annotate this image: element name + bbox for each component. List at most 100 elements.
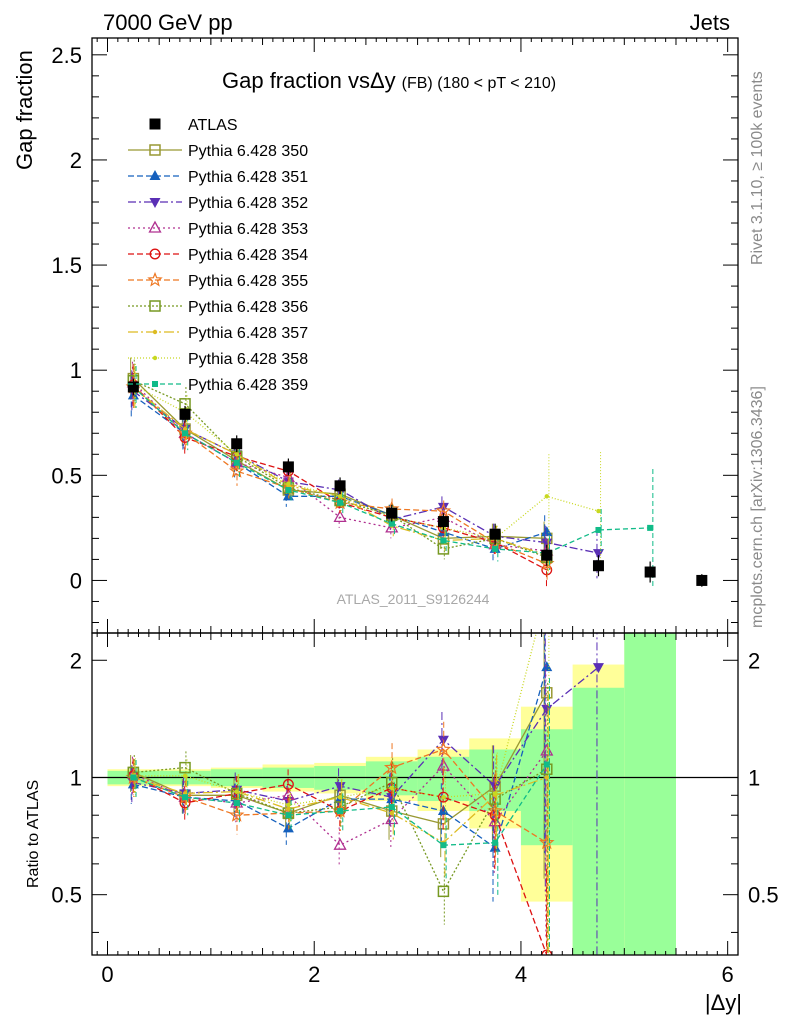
series-line-5: [132, 386, 548, 565]
ratio-point-8-1: [182, 773, 188, 778]
atlas-point-1: [179, 408, 191, 420]
series-point-1-8: [541, 526, 553, 537]
legend-label-3: Pythia 6.428 353: [188, 221, 308, 238]
series-line-8: [132, 384, 599, 540]
axes-layer: 0 2 4 6 0 0.5 1 1.5 2 2.5 0.5 0.5 1 1 2 2: [51, 37, 779, 987]
series-point-9-10: [647, 524, 654, 531]
atlas-reference-layer: [127, 378, 708, 587]
legend-entry-2: Pythia 6.428 352: [128, 195, 308, 212]
series-9: [130, 365, 654, 587]
series-point-3-4: [333, 510, 347, 523]
ratio-point-9-4: [337, 808, 344, 815]
main-y-tick-label: 2.5: [51, 43, 82, 68]
legend-label-7: Pythia 6.428 357: [188, 325, 308, 342]
ratio-point-9-0: [130, 774, 137, 781]
ratio-line-3: [133, 750, 548, 846]
ratio-y-tick-label-right: 2: [748, 648, 760, 673]
ratio-series-9: [130, 678, 550, 951]
ratio-uncertainty-bands: [92, 633, 738, 955]
main-y-tick-label: 0.5: [51, 463, 82, 488]
series-point-3-5: [385, 520, 399, 533]
ratio-line-6: [133, 766, 548, 893]
process-label: Jets: [690, 10, 730, 35]
ratio-point-8-7: [492, 791, 498, 796]
ratio-point-7-5: [389, 810, 394, 816]
series-line-9: [132, 386, 651, 554]
legend-entry-1: Pythia 6.428 351: [128, 169, 308, 186]
legend-marker-7: [152, 329, 158, 335]
ratio-point-9-2: [233, 799, 240, 806]
legend-entry-5: Pythia 6.428 355: [128, 271, 308, 290]
ratio-y-tick-label-left: 0.5: [51, 883, 82, 908]
ratio-plot-frame: [91, 632, 739, 956]
series-line-1: [132, 394, 548, 550]
ratio-point-5-8: [539, 834, 555, 850]
ratio-y-tick-label-left: 2: [70, 648, 82, 673]
series-point-9-7: [492, 545, 499, 552]
main-y-tick-label: 0: [70, 568, 82, 593]
mcplots-label: mcplots.cern.ch [arXiv:1306.3436]: [749, 386, 766, 628]
x-tick-label: 6: [722, 962, 734, 987]
ratio-point-9-5: [388, 803, 395, 810]
legend-entry-atlas: ATLAS: [149, 117, 238, 134]
ratio-series-8: [131, 633, 550, 955]
x-tick-label: 0: [101, 962, 113, 987]
ratio-y-tick-label-right: 0.5: [748, 883, 779, 908]
series-point-9-4: [337, 499, 344, 506]
ratio-point-5-7: [487, 802, 503, 818]
title-main: Gap fraction vsΔy: [222, 68, 396, 93]
ratio-point-1-8: [541, 661, 553, 672]
legend-marker-8: [152, 355, 158, 361]
legend-marker-atlas: [149, 118, 161, 130]
series-8: [131, 363, 602, 570]
series-line-6: [133, 380, 548, 558]
ratio-point-7-3: [286, 806, 291, 812]
ratio-band-inner-10: [624, 633, 676, 955]
main-y-axis-label: Gap fraction: [12, 50, 37, 170]
series-line-2: [132, 390, 599, 554]
legend-label-5: Pythia 6.428 355: [188, 273, 308, 290]
x-tick-label: 4: [515, 962, 527, 987]
legend-label-9: Pythia 6.428 359: [188, 377, 308, 394]
legend-entry-8: Pythia 6.428 358: [128, 351, 308, 368]
series-point-9-2: [233, 459, 240, 466]
ratio-point-4-3: [282, 778, 294, 790]
ratio-point-0-8: [541, 687, 553, 699]
series-point-8-2: [234, 452, 239, 457]
analysis-watermark: ATLAS_2011_S9126244: [337, 591, 490, 607]
series-point-9-1: [182, 430, 189, 437]
series-7: [131, 365, 549, 573]
ratio-point-6-6: [437, 885, 450, 898]
ratio-point-8-3: [286, 802, 291, 808]
legend-entry-0: Pythia 6.428 350: [128, 143, 308, 160]
atlas-point-6: [437, 516, 449, 528]
ratio-point-8-2: [234, 789, 239, 794]
energy-label: 7000 GeV pp: [103, 10, 233, 35]
atlas-point-11: [696, 574, 708, 586]
ratio-line-7: [133, 776, 548, 844]
legend-marker-2: [149, 198, 161, 208]
atlas-point-5: [386, 507, 398, 519]
main-y-tick-label: 1: [70, 358, 82, 383]
series-4: [127, 363, 553, 587]
ratio-point-2-4: [334, 782, 346, 793]
ratio-point-5-5: [383, 759, 400, 775]
atlas-point-0: [127, 381, 139, 393]
main-y-tick-label: 2: [70, 148, 82, 173]
ratio-point-9-1: [182, 794, 189, 801]
series-point-9-6: [440, 537, 447, 544]
legend-marker-6: [149, 300, 161, 312]
ratio-y-tick-label-right: 1: [748, 765, 760, 790]
legend-marker-5: [147, 271, 163, 287]
series-point-8-3: [286, 481, 291, 486]
legend-label-6: Pythia 6.428 356: [188, 299, 308, 316]
legend-entry-7: Pythia 6.428 357: [128, 325, 308, 342]
atlas-point-9: [592, 560, 604, 572]
legend-entry-6: Pythia 6.428 356: [128, 299, 308, 316]
ratio-point-9-7: [492, 839, 499, 846]
legend-marker-4: [149, 248, 161, 260]
ratio-point-8-4: [337, 794, 343, 800]
atlas-point-4: [334, 480, 346, 492]
series-point-9-3: [285, 487, 292, 494]
